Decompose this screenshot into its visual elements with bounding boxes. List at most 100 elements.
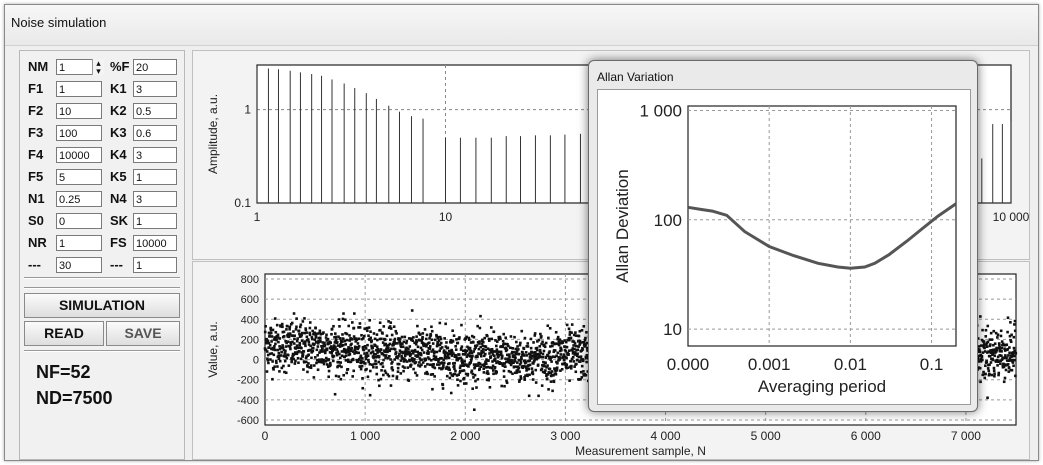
spin-up-icon[interactable]: ▴ bbox=[96, 58, 101, 68]
nm-spinner[interactable]: ▴ ▾ bbox=[92, 58, 104, 76]
y-tick-label: 10 bbox=[663, 320, 682, 339]
scatter-point bbox=[336, 344, 340, 347]
scatter-point bbox=[437, 339, 441, 342]
scatter-point bbox=[271, 377, 274, 381]
scatter-point bbox=[1006, 316, 1010, 320]
param-field[interactable]: 1 bbox=[56, 81, 102, 97]
scatter-point bbox=[520, 329, 524, 333]
simulation-button[interactable]: SIMULATION bbox=[24, 293, 180, 318]
scatter-point bbox=[535, 348, 539, 352]
scatter-point bbox=[401, 365, 405, 368]
scatter-point bbox=[372, 332, 376, 335]
scatter-point bbox=[275, 361, 278, 365]
scatter-point bbox=[509, 346, 512, 350]
scatter-point bbox=[536, 363, 540, 367]
scatter-point bbox=[340, 344, 344, 348]
scatter-point bbox=[303, 340, 307, 344]
scatter-point bbox=[993, 374, 996, 378]
scatter-point bbox=[418, 361, 421, 364]
scatter-point bbox=[1008, 359, 1012, 362]
scatter-point bbox=[487, 339, 491, 342]
scatter-point bbox=[321, 360, 325, 364]
y-tick-label: 1 bbox=[244, 103, 251, 117]
scatter-point bbox=[438, 349, 441, 353]
scatter-point bbox=[451, 329, 454, 333]
scatter-point bbox=[292, 312, 296, 315]
param-field[interactable]: 5 bbox=[56, 169, 102, 185]
scatter-point bbox=[520, 356, 523, 359]
param-field-2[interactable]: 3 bbox=[133, 191, 177, 207]
param-field[interactable]: 10000 bbox=[56, 147, 102, 163]
scatter-point bbox=[355, 345, 358, 349]
scatter-point bbox=[319, 332, 323, 336]
scatter-point bbox=[990, 349, 993, 352]
scatter-point bbox=[416, 354, 420, 358]
scatter-point bbox=[360, 337, 364, 341]
scatter-point bbox=[432, 354, 436, 358]
scatter-point bbox=[375, 348, 378, 352]
scatter-point bbox=[538, 353, 541, 356]
param-field[interactable]: 0.25 bbox=[56, 191, 102, 207]
scatter-point bbox=[284, 345, 288, 348]
scatter-point bbox=[296, 356, 300, 360]
scatter-point bbox=[367, 334, 370, 337]
scatter-point bbox=[993, 342, 997, 345]
scatter-point bbox=[1000, 346, 1004, 350]
scatter-point bbox=[360, 360, 364, 364]
allan-variation-dialog[interactable]: Allan Variation 0.000 0.001 0.01 0.1 1 000 10… bbox=[588, 60, 978, 412]
scatter-point bbox=[980, 344, 983, 347]
param-field-2[interactable]: 1 bbox=[133, 213, 177, 229]
scatter-point bbox=[470, 369, 474, 373]
scatter-point bbox=[334, 338, 338, 341]
scatter-point bbox=[524, 374, 527, 377]
scatter-point bbox=[390, 347, 393, 351]
param-field[interactable]: 100 bbox=[56, 125, 102, 141]
scatter-point bbox=[351, 321, 354, 324]
save-button[interactable]: SAVE bbox=[106, 321, 180, 346]
scatter-point bbox=[333, 341, 337, 344]
scatter-point bbox=[563, 361, 567, 365]
read-button[interactable]: READ bbox=[24, 321, 104, 346]
param-field-2[interactable]: 20 bbox=[133, 59, 177, 75]
param-field-2[interactable]: 3 bbox=[133, 81, 177, 97]
param-field-2[interactable]: 3 bbox=[133, 147, 177, 163]
scatter-point bbox=[585, 341, 589, 345]
x-tick-label: 0.000 bbox=[667, 355, 710, 374]
scatter-point bbox=[285, 328, 288, 331]
scatter-point bbox=[396, 362, 400, 366]
scatter-point bbox=[542, 360, 545, 364]
scatter-point bbox=[486, 372, 490, 376]
param-field[interactable]: 1 bbox=[56, 235, 102, 251]
param-field-2[interactable]: 10000 bbox=[133, 235, 177, 251]
scatter-point bbox=[998, 343, 1001, 347]
param-field[interactable]: 10 bbox=[56, 103, 102, 119]
scatter-point bbox=[379, 377, 383, 381]
scatter-point bbox=[547, 388, 550, 391]
param-field-2[interactable]: 1 bbox=[133, 257, 177, 273]
scatter-point bbox=[456, 341, 460, 345]
scatter-point bbox=[287, 344, 290, 348]
scatter-point bbox=[352, 358, 355, 362]
param-field-2[interactable]: 0.5 bbox=[133, 103, 177, 119]
x-tick-label: 0.1 bbox=[920, 355, 944, 374]
scatter-point bbox=[505, 381, 509, 385]
nf-readout: NF=52 bbox=[36, 362, 91, 382]
spin-down-icon[interactable]: ▾ bbox=[96, 66, 101, 76]
scatter-point bbox=[325, 363, 329, 366]
scatter-point bbox=[486, 370, 489, 373]
scatter-point bbox=[380, 337, 383, 341]
scatter-point bbox=[573, 351, 577, 354]
scatter-point bbox=[578, 329, 582, 333]
scatter-point bbox=[1010, 368, 1014, 372]
param-field[interactable]: 1 bbox=[56, 59, 94, 75]
scatter-point bbox=[430, 338, 434, 342]
scatter-point bbox=[450, 354, 454, 357]
scatter-point bbox=[449, 371, 452, 375]
param-field[interactable]: 0 bbox=[56, 213, 102, 229]
scatter-point bbox=[568, 379, 571, 382]
param-field-2[interactable]: 0.6 bbox=[133, 125, 177, 141]
param-field-2[interactable]: 1 bbox=[133, 169, 177, 185]
scatter-point bbox=[1013, 323, 1016, 326]
scatter-point bbox=[399, 345, 403, 349]
param-field[interactable]: 30 bbox=[56, 257, 102, 273]
